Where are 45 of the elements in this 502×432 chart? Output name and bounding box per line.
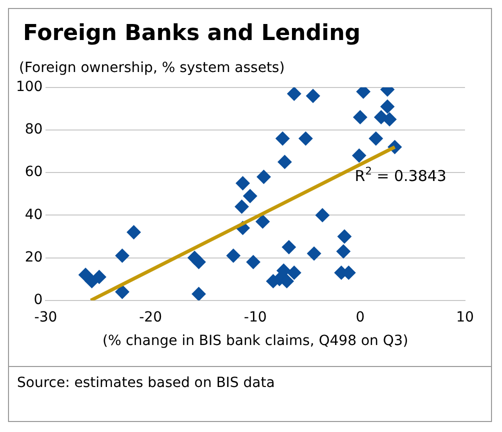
chart-title: Foreign Banks and Lending (22, 20, 362, 46)
x-tick-label: -30 (34, 309, 58, 326)
point (307, 246, 322, 261)
y-tick-label: 40 (24, 206, 43, 223)
point (246, 255, 260, 270)
y-tick-label: 20 (24, 249, 43, 266)
point (276, 132, 290, 146)
y-axis-title: (Foreign ownership, % system assets) (18, 59, 286, 76)
point (115, 248, 130, 263)
point (256, 214, 270, 229)
y-tick-label: 0 (34, 292, 43, 308)
point (192, 287, 206, 300)
x-axis-title: (% change in BIS bank claims, Q498 on Q3) (102, 333, 408, 350)
y-tick-label: 60 (24, 164, 43, 180)
point (356, 87, 370, 99)
point (353, 110, 368, 124)
point (287, 266, 302, 280)
x-tick-label: 0 (356, 309, 365, 326)
point (368, 132, 383, 146)
point (278, 154, 292, 169)
x-tick-label: -10 (244, 309, 267, 326)
point (256, 170, 271, 184)
point (336, 244, 350, 258)
point (282, 240, 296, 254)
point (126, 225, 141, 240)
x-tick-label: -20 (139, 309, 162, 326)
point (380, 100, 394, 114)
point (243, 189, 258, 204)
point (92, 270, 106, 284)
point (115, 284, 130, 299)
point (352, 148, 366, 163)
point (287, 87, 302, 101)
y-tick-label: 80 (24, 122, 43, 138)
point (188, 250, 202, 265)
point (226, 248, 240, 263)
point (234, 200, 249, 214)
point (298, 132, 313, 146)
point (236, 176, 250, 190)
x-tick-label: 10 (456, 309, 474, 326)
point (382, 112, 397, 126)
point (306, 88, 320, 103)
point (315, 208, 330, 222)
point (337, 230, 352, 244)
y-tick-label: 100 (16, 79, 43, 96)
source-note: Source: estimates based on BIS data (9, 366, 491, 391)
